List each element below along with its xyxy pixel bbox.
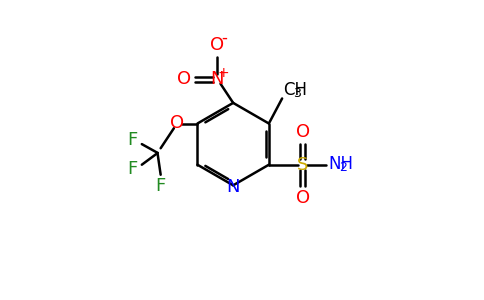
- Text: O: O: [170, 115, 184, 133]
- Text: O: O: [210, 36, 224, 54]
- Text: -: -: [221, 29, 227, 47]
- Text: S: S: [297, 156, 308, 174]
- Text: F: F: [155, 177, 166, 195]
- Text: N: N: [227, 178, 240, 196]
- Text: 3: 3: [293, 87, 301, 100]
- Text: 2: 2: [339, 161, 347, 174]
- Text: F: F: [127, 131, 137, 149]
- Text: O: O: [177, 70, 191, 88]
- Text: +: +: [217, 66, 228, 80]
- Text: O: O: [296, 123, 310, 141]
- Text: CH: CH: [284, 81, 308, 99]
- Text: N: N: [210, 70, 224, 88]
- Text: NH: NH: [329, 155, 354, 173]
- Text: F: F: [127, 160, 137, 178]
- Text: O: O: [296, 189, 310, 207]
